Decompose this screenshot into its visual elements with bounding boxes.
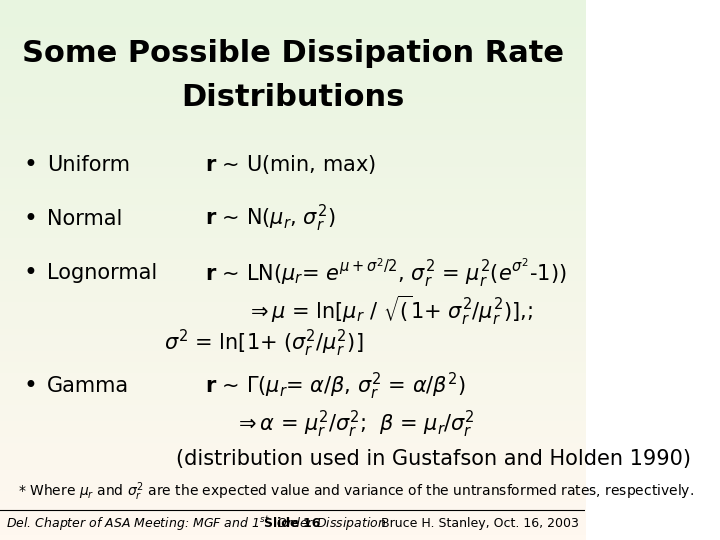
Text: Slide 16: Slide 16	[264, 517, 321, 530]
Text: (distribution used in Gustafson and Holden 1990): (distribution used in Gustafson and Hold…	[176, 449, 690, 469]
Text: $\sigma^2$ = ln[1+ ($\sigma^2_r$/$\mu^2_r$)]: $\sigma^2$ = ln[1+ ($\sigma^2_r$/$\mu^2_…	[164, 327, 364, 359]
Text: Lognormal: Lognormal	[47, 262, 157, 283]
Text: $\mathbf{r}$ ~ N($\mu_r$, $\sigma^2_r$): $\mathbf{r}$ ~ N($\mu_r$, $\sigma^2_r$)	[204, 203, 336, 234]
Text: Bruce H. Stanley, Oct. 16, 2003: Bruce H. Stanley, Oct. 16, 2003	[382, 517, 580, 530]
Text: Distributions: Distributions	[181, 83, 404, 112]
Text: $\mathbf{r}$ ~ $\Gamma$($\mu_r$= $\alpha$/$\beta$, $\sigma^2_r$ = $\alpha$/$\bet: $\mathbf{r}$ ~ $\Gamma$($\mu_r$= $\alpha…	[204, 370, 466, 402]
Text: Some Possible Dissipation Rate: Some Possible Dissipation Rate	[22, 39, 564, 69]
Text: Del. Chapter of ASA Meeting: MGF and 1$^{st}$- Order Dissipation: Del. Chapter of ASA Meeting: MGF and 1$^…	[6, 515, 386, 533]
Text: $\mathbf{r}$ ~ U(min, max): $\mathbf{r}$ ~ U(min, max)	[204, 153, 376, 176]
Text: Gamma: Gamma	[47, 376, 129, 396]
Text: •: •	[24, 374, 37, 398]
Text: $\Rightarrow\alpha$ = $\mu^2_r$/$\sigma^2_r$;  $\beta$ = $\mu_r$/$\sigma^2_r$: $\Rightarrow\alpha$ = $\mu^2_r$/$\sigma^…	[234, 408, 475, 440]
Text: $\mathbf{r}$ ~ LN($\mu_r$= $e^{\mu+\sigma^2/2}$, $\sigma^2_r$ = $\mu^2_r$($e^{\s: $\mathbf{r}$ ~ LN($\mu_r$= $e^{\mu+\sigm…	[204, 256, 567, 289]
Text: Uniform: Uniform	[47, 154, 130, 175]
Text: •: •	[24, 153, 37, 177]
Text: $\Rightarrow\mu$ = ln[$\mu_r$ / $\sqrt{(}$1+ $\sigma^2_r$/$\mu^2_r$)],;: $\Rightarrow\mu$ = ln[$\mu_r$ / $\sqrt{(…	[246, 294, 532, 327]
Text: •: •	[24, 207, 37, 231]
Text: •: •	[24, 261, 37, 285]
Text: * Where $\mu_r$ and $\sigma^2_r$ are the expected value and variance of the untr: * Where $\mu_r$ and $\sigma^2_r$ are the…	[17, 480, 693, 503]
Text: Normal: Normal	[47, 208, 122, 229]
